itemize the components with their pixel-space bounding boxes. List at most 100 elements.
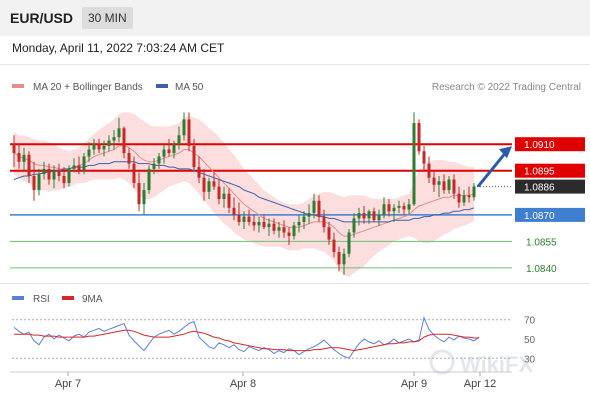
candle <box>267 218 271 237</box>
candle <box>217 179 221 205</box>
timestamp: Monday, April 11, 2022 7:03:24 AM CET <box>12 41 225 55</box>
candle <box>102 140 106 157</box>
candle <box>22 147 26 171</box>
candle-body <box>117 128 121 138</box>
candle <box>92 138 96 155</box>
level-label-1.0870: 1.0870 <box>524 211 555 222</box>
candle-body <box>377 214 381 221</box>
candle <box>32 161 36 201</box>
moving-averages <box>13 145 475 237</box>
candle-body <box>57 170 61 176</box>
candle-body <box>217 186 221 199</box>
candle <box>207 177 211 199</box>
candle <box>42 161 46 180</box>
candle-body <box>107 140 111 146</box>
candle-body <box>122 128 126 153</box>
level-label-1.0895: 1.0895 <box>524 167 555 178</box>
candle <box>462 190 466 206</box>
candle-body <box>207 181 211 192</box>
candle <box>342 248 346 275</box>
candle-body <box>467 195 471 198</box>
candle <box>182 112 186 141</box>
candle-body <box>67 168 71 183</box>
legend-ma50-swatch <box>156 84 168 88</box>
candle-body <box>187 119 191 146</box>
candle-body <box>72 165 76 169</box>
forecast-arrow <box>476 146 512 188</box>
candle-body <box>447 179 451 191</box>
candle <box>172 140 176 159</box>
candle <box>147 165 151 194</box>
candle <box>252 214 256 231</box>
copyright-text: Research © 2022 Trading Central <box>432 82 581 93</box>
time-axis: Apr 7 Apr 8 Apr 9 Apr 12 <box>10 371 512 390</box>
candle-body <box>62 176 66 184</box>
candle-body <box>162 149 166 157</box>
forecast-arrow-head <box>499 146 512 159</box>
candle-body <box>387 204 391 212</box>
bollinger-band-area <box>14 112 474 277</box>
candle <box>77 156 81 175</box>
candle-body <box>22 154 26 162</box>
candle <box>152 158 156 175</box>
candle-body <box>472 186 476 198</box>
candle <box>12 135 16 168</box>
candle-body <box>302 216 306 222</box>
candle <box>362 206 366 224</box>
candle-body <box>462 195 466 203</box>
candle-body <box>32 176 36 191</box>
time-tick-label: Apr 7 <box>55 378 81 390</box>
level-tag-1.0895 <box>515 163 585 178</box>
candle-body <box>237 214 241 222</box>
candle <box>62 167 66 189</box>
candle-body <box>402 206 406 210</box>
candle-body <box>267 223 271 228</box>
candle-body <box>427 163 431 178</box>
legend-9ma-label: 9MA <box>82 294 103 305</box>
candle-body <box>337 252 341 265</box>
candle-body <box>92 144 96 150</box>
candle <box>272 218 276 235</box>
candle-body <box>52 170 56 180</box>
candle <box>137 172 141 212</box>
candle-body <box>437 181 441 185</box>
candle <box>397 200 401 214</box>
candle-body <box>142 190 146 205</box>
candle-body <box>317 200 321 217</box>
candle-body <box>157 156 161 164</box>
candle-body <box>182 119 186 136</box>
candle <box>322 209 326 233</box>
candle <box>387 199 391 217</box>
bollinger-band <box>14 112 474 277</box>
legend-ma50-label: MA 50 <box>175 82 204 93</box>
candle-body <box>407 204 411 210</box>
timeframe-button[interactable]: 30 MIN <box>82 7 133 29</box>
candle <box>122 126 126 159</box>
candle <box>222 186 226 208</box>
rsi-panel: RSI 9MA 70 50 30 <box>12 294 536 365</box>
candle <box>297 214 301 233</box>
candle <box>237 202 241 226</box>
candle-body <box>37 174 41 191</box>
candle-body <box>112 137 116 141</box>
candle <box>392 204 396 222</box>
candle-body <box>397 206 401 208</box>
candle-body <box>212 181 216 187</box>
level-tag-1.0910 <box>515 137 585 152</box>
candle-body <box>192 145 196 168</box>
candle-body <box>392 207 396 212</box>
rsi-tick-50: 50 <box>524 335 536 346</box>
candle-body <box>417 123 421 152</box>
candle-body <box>197 167 201 178</box>
candle-body <box>367 211 371 219</box>
candle <box>247 209 251 226</box>
candle <box>437 176 441 198</box>
watermark: WikiFX <box>429 349 533 377</box>
candle <box>467 186 471 203</box>
candle <box>187 112 191 152</box>
divider-top <box>0 64 590 65</box>
candle <box>97 138 101 153</box>
candle <box>457 186 461 208</box>
candle-body <box>127 153 131 164</box>
legend-9ma-swatch <box>62 296 74 300</box>
